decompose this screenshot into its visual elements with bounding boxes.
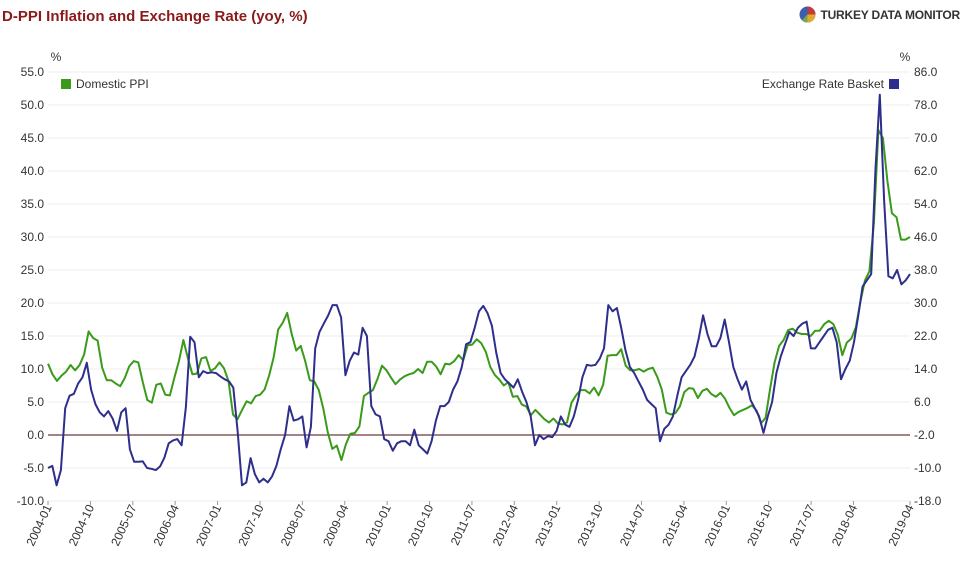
- left-axis-unit: %: [51, 50, 62, 64]
- left-tick-label: 40.0: [21, 164, 45, 178]
- left-tick-label: 35.0: [21, 197, 45, 211]
- right-tick-label: 86.0: [914, 65, 938, 79]
- legend: Domestic PPI Exchange Rate Basket: [61, 77, 899, 91]
- x-tick-label: 2019-04: [885, 502, 916, 548]
- left-y-axis: -10.0 -5.0 0.0 5.0 10.0 15.0 20.0 25.0 30.0 35.0 4…: [17, 50, 62, 508]
- legend-label-domestic-ppi: Domestic PPI: [76, 77, 149, 91]
- x-tick-label: 2016-10: [744, 502, 775, 548]
- right-axis-unit: %: [900, 50, 911, 64]
- x-tick-label: 2011-07: [448, 502, 479, 547]
- right-tick-label: 70.0: [914, 131, 938, 145]
- right-tick-label: -2.0: [914, 428, 935, 442]
- right-tick-label: -18.0: [914, 494, 942, 508]
- left-tick-label: 25.0: [21, 263, 45, 277]
- x-tick-label: 2010-01: [363, 502, 394, 548]
- right-y-axis: -18.0 -10.0 -2.0 6.0 14.0 22.0 30.0 38.0 46.0 54.…: [900, 50, 942, 508]
- x-tick-label: 2015-04: [659, 502, 690, 548]
- brand: TURKEY DATA MONITOR: [799, 6, 960, 23]
- left-tick-label: 45.0: [21, 131, 45, 145]
- y-gridlines: [48, 71, 910, 502]
- left-tick-label: -5.0: [23, 461, 44, 475]
- right-tick-label: -10.0: [914, 461, 942, 475]
- right-tick-label: 14.0: [914, 362, 938, 376]
- x-axis: 2004-01 2004-10 2005-07 2006-04 2007-01 2007-…: [23, 501, 917, 548]
- left-tick-label: 30.0: [21, 230, 45, 244]
- right-tick-label: 38.0: [914, 263, 938, 277]
- domestic-ppi-line: [47, 129, 911, 462]
- left-tick-label: 5.0: [27, 395, 44, 409]
- right-tick-label: 6.0: [914, 395, 931, 409]
- legend-swatch-domestic-ppi: [61, 79, 71, 89]
- left-tick-label: 55.0: [21, 65, 45, 79]
- x-tick-label: 2013-01: [532, 502, 563, 548]
- x-tick-label: 2014-07: [617, 502, 648, 548]
- x-tick-label: 2013-10: [575, 502, 606, 548]
- x-tick-label: 2012-04: [490, 502, 521, 548]
- legend-label-exchange-rate: Exchange Rate Basket: [762, 77, 885, 91]
- legend-swatch-exchange-rate: [889, 79, 899, 89]
- x-tick-label: 2016-01: [702, 502, 733, 548]
- x-tick-label: 2017-07: [786, 502, 817, 548]
- x-tick-label: 2004-01: [23, 502, 54, 548]
- right-tick-label: 30.0: [914, 296, 938, 310]
- x-tick-label: 2018-04: [829, 502, 860, 548]
- x-tick-label: 2005-07: [108, 502, 139, 548]
- left-tick-label: 10.0: [21, 362, 45, 376]
- left-tick-label: -10.0: [17, 494, 45, 508]
- x-tick-label: 2007-10: [235, 502, 266, 548]
- brand-name: TURKEY DATA MONITOR: [820, 7, 960, 22]
- left-tick-label: 15.0: [21, 329, 45, 343]
- right-tick-label: 62.0: [914, 164, 938, 178]
- pie-logo-icon: [799, 6, 816, 23]
- x-tick-label: 2010-10: [405, 502, 436, 548]
- x-tick-label: 2009-04: [320, 502, 351, 548]
- series-lines: [47, 93, 911, 487]
- left-tick-label: 0.0: [27, 428, 44, 442]
- right-tick-label: 22.0: [914, 329, 938, 343]
- exchange-rate-line: [47, 93, 911, 487]
- x-tick-label: 2006-04: [151, 502, 182, 548]
- x-tick-label: 2007-01: [193, 502, 224, 548]
- left-tick-label: 50.0: [21, 98, 45, 112]
- x-tick-label: 2008-07: [278, 502, 309, 548]
- right-tick-label: 46.0: [914, 230, 938, 244]
- right-tick-label: 54.0: [914, 197, 938, 211]
- chart-title: D-PPI Inflation and Exchange Rate (yoy, …: [2, 8, 308, 25]
- left-tick-label: 20.0: [21, 296, 45, 310]
- x-tick-label: 2004-10: [66, 502, 97, 548]
- right-tick-label: 78.0: [914, 98, 938, 112]
